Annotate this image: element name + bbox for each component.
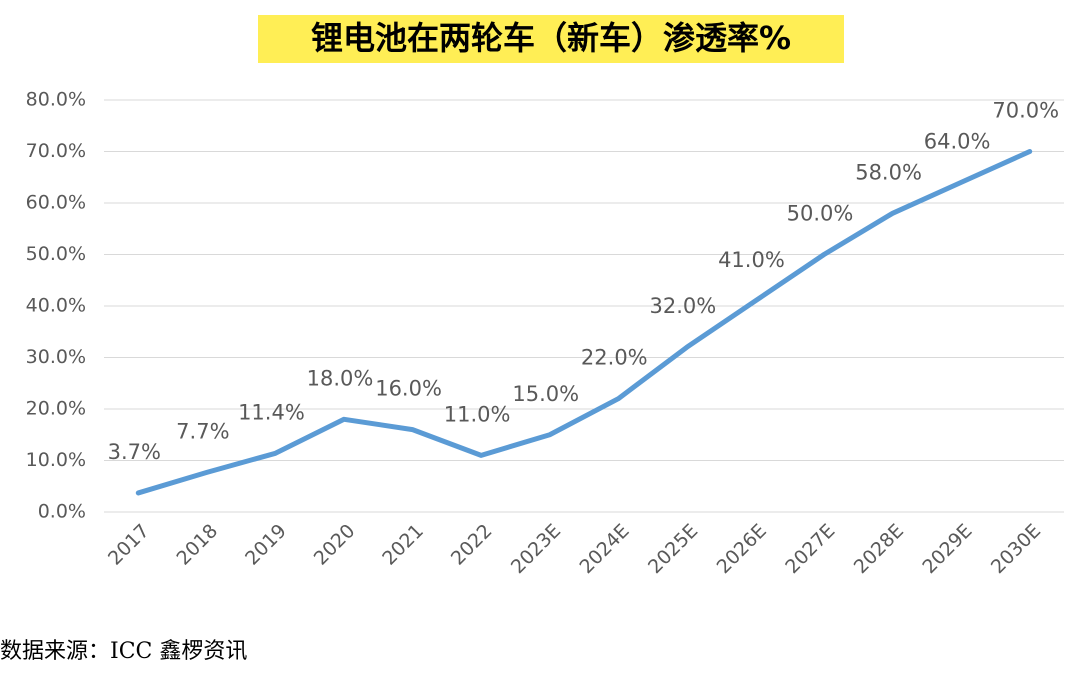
x-tick-label: 2018	[173, 520, 223, 570]
x-tick-label: 2027E	[781, 520, 839, 578]
data-label: 3.7%	[108, 440, 161, 464]
y-tick-label: 70.0%	[26, 140, 86, 162]
data-label: 41.0%	[718, 248, 785, 272]
y-tick-label: 50.0%	[26, 243, 86, 265]
y-tick-label: 10.0%	[26, 449, 86, 471]
data-label: 64.0%	[924, 129, 991, 153]
data-label: 16.0%	[375, 377, 442, 401]
y-tick-label: 20.0%	[26, 398, 86, 420]
x-tick-label: 2022	[447, 520, 497, 570]
data-label: 15.0%	[512, 382, 579, 406]
y-tick-label: 0.0%	[38, 501, 86, 523]
source-note: 数据来源：ICC 鑫椤资讯	[0, 639, 247, 664]
x-tick-label: 2030E	[987, 520, 1045, 578]
data-label: 70.0%	[992, 99, 1059, 123]
x-tick-label: 2021	[378, 520, 428, 570]
x-tick-label: 2029E	[918, 520, 976, 578]
x-tick-label: 2028E	[850, 520, 908, 578]
y-tick-label: 40.0%	[26, 295, 86, 317]
data-label: 58.0%	[855, 160, 922, 184]
x-tick-label: 2017	[104, 520, 154, 570]
x-tick-label: 2019	[241, 520, 291, 570]
data-label: 32.0%	[649, 294, 716, 318]
data-label: 11.0%	[444, 402, 511, 426]
chart-title: 锂电池在两轮车（新车）渗透率%	[311, 19, 791, 57]
x-tick-label: 2026E	[713, 520, 771, 578]
x-tick-label: 2025E	[644, 520, 702, 578]
x-tick-label: 2024E	[575, 520, 633, 578]
y-tick-label: 30.0%	[26, 346, 86, 368]
y-tick-label: 60.0%	[26, 192, 86, 214]
x-tick-label: 2023E	[507, 520, 565, 578]
data-label: 11.4%	[238, 400, 305, 424]
x-tick-label: 2020	[310, 520, 360, 570]
y-tick-label: 80.0%	[26, 89, 86, 111]
data-label: 22.0%	[581, 346, 648, 370]
data-label: 50.0%	[787, 202, 854, 226]
title-background	[258, 15, 844, 63]
data-line	[135, 149, 1033, 496]
data-label: 18.0%	[307, 366, 374, 390]
data-label: 7.7%	[176, 419, 229, 443]
